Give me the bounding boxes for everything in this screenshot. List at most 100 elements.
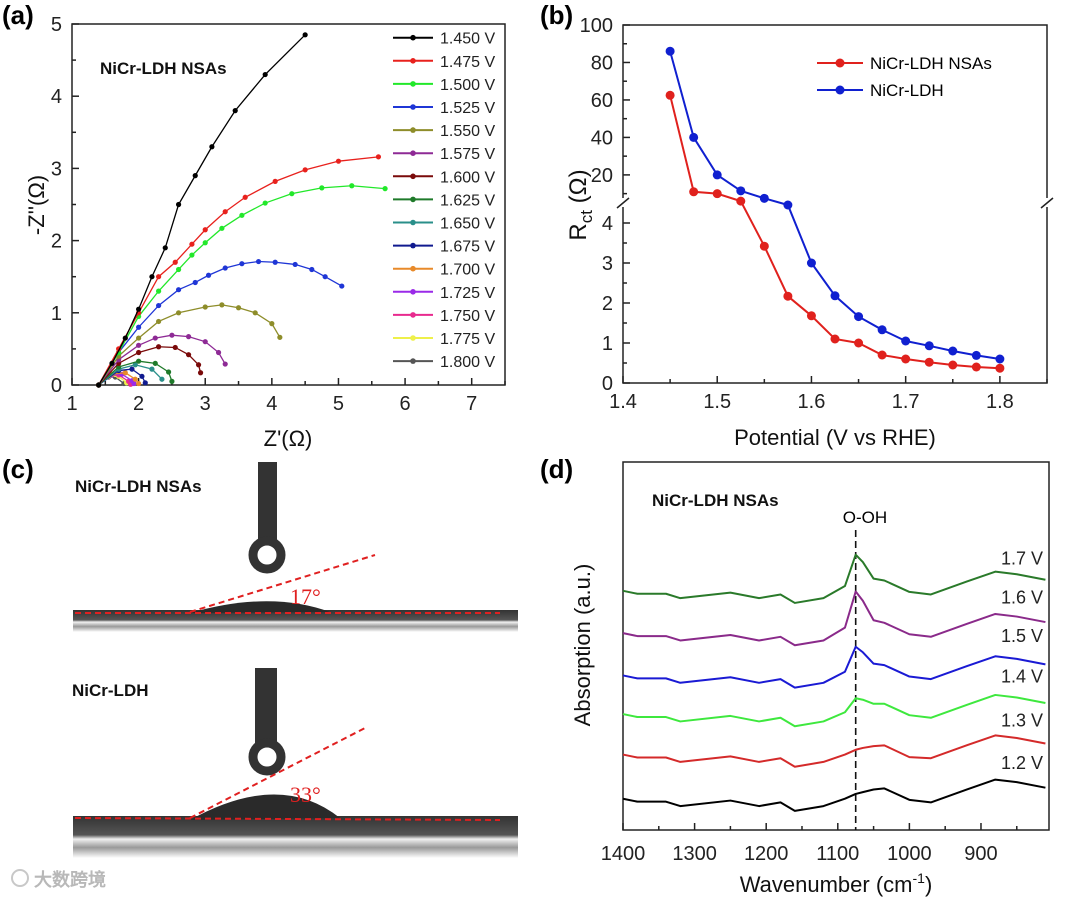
legend-label: 1.575 V [440,146,495,163]
data-point [995,354,1005,364]
legend-item: 1.525 V [393,100,495,117]
x-tick-label: 1.5 [703,391,731,413]
data-point [185,352,192,358]
substrate [73,610,518,632]
data-point [736,196,746,206]
data-point [262,71,268,78]
legend-marker [410,219,416,226]
contact-angle-top: 17° [290,584,321,609]
data-point [335,158,342,164]
x-axis-title-sup: -1 [913,870,926,886]
legend-marker [410,265,416,272]
legend-item: 1.550 V [393,123,495,140]
data-point [156,288,162,294]
data-point [272,259,278,265]
data-point [277,334,283,340]
data-point [712,170,722,180]
data-point [185,334,192,340]
panel-label-d: (d) [540,454,573,484]
data-point [192,279,198,286]
legend-item: NiCr-LDH [817,81,944,100]
legend-item: 1.750 V [393,308,495,325]
legend-item: 1.650 V [393,216,495,233]
data-point [759,193,769,203]
spectrum-label: 1.4 V [1001,666,1043,686]
droplet-image-top: 17° [73,462,518,632]
data-point [665,46,675,56]
legend-label: 1.525 V [440,100,495,117]
x-tick-label: 7 [466,393,477,415]
data-point [222,265,228,271]
needle [255,668,277,743]
data-point [877,350,887,360]
data-point [215,349,222,356]
y-tick-label: 1 [51,303,62,325]
legend-label: 1.625 V [440,192,495,209]
panel-label-a: (a) [2,0,34,30]
data-point [152,335,158,341]
data-point [302,32,308,38]
x-axis-title-main: Wavenumber (cm [740,872,913,897]
data-point [759,241,769,251]
data-point [349,183,355,189]
spectrum-line [622,734,1046,768]
data-point [136,380,142,387]
legend-item: 1.700 V [393,262,495,279]
data-point [202,240,208,246]
plot-frame [622,461,1050,831]
legend-marker [410,335,416,341]
legend-item: 1.475 V [393,54,495,71]
legend-marker [410,173,416,180]
data-point [382,186,388,192]
data-point [901,354,911,364]
legend-label: 1.550 V [440,123,495,140]
data-point [175,310,182,316]
data-point [736,186,746,196]
data-point [948,360,958,370]
data-point [219,225,225,231]
spectrum-label: 1.2 V [1001,753,1043,773]
series-1450V [96,32,308,388]
data-point [995,363,1005,373]
spectrum-12V: 1.2 V [622,753,1046,812]
data-point [159,376,165,382]
y-axis-title: -Z''(Ω) [24,175,49,235]
peak-label: O-OH [843,508,887,527]
x-tick-label: 1.4 [609,391,637,413]
data-point [136,306,142,312]
legend-label: 1.750 V [440,308,495,325]
x-axis-title: Potential (V vs RHE) [734,425,936,450]
x-tick-label: 1.7 [892,391,920,413]
data-point [142,380,148,386]
data-point [197,370,204,376]
y-tick-label: 3 [602,253,613,275]
panel-label-b: (b) [540,0,573,30]
legend-item: NiCr-LDH NSAs [817,54,992,73]
y-tick-label: 4 [51,86,62,108]
legend-item: 1.450 V [393,31,495,48]
legend-item: 1.800 V [393,354,495,371]
legend-label: 1.650 V [440,216,495,233]
data-point [122,335,128,341]
legend-label: 1.700 V [440,262,495,279]
data-point [806,311,816,321]
y-axis-title-main: R [565,223,592,240]
sample-label-bottom: NiCr-LDH [72,681,149,700]
legend-marker [410,196,416,203]
data-point [222,209,228,215]
watermark-text: 大数跨境 [34,869,106,890]
spectrum-label: 1.3 V [1001,711,1043,731]
data-point [339,283,345,289]
legend-label: 1.800 V [440,354,495,371]
spectrum-17V: 1.7 V [622,549,1046,604]
series-1575V [96,332,228,388]
spectrum-line [622,693,1046,728]
series-1650V [96,362,165,388]
data-point [156,318,162,325]
watermark: 大数跨境 [11,869,106,890]
legend-marker [410,289,416,295]
data-point [319,185,325,191]
data-point [689,132,699,142]
watermark-logo-icon [11,869,29,887]
